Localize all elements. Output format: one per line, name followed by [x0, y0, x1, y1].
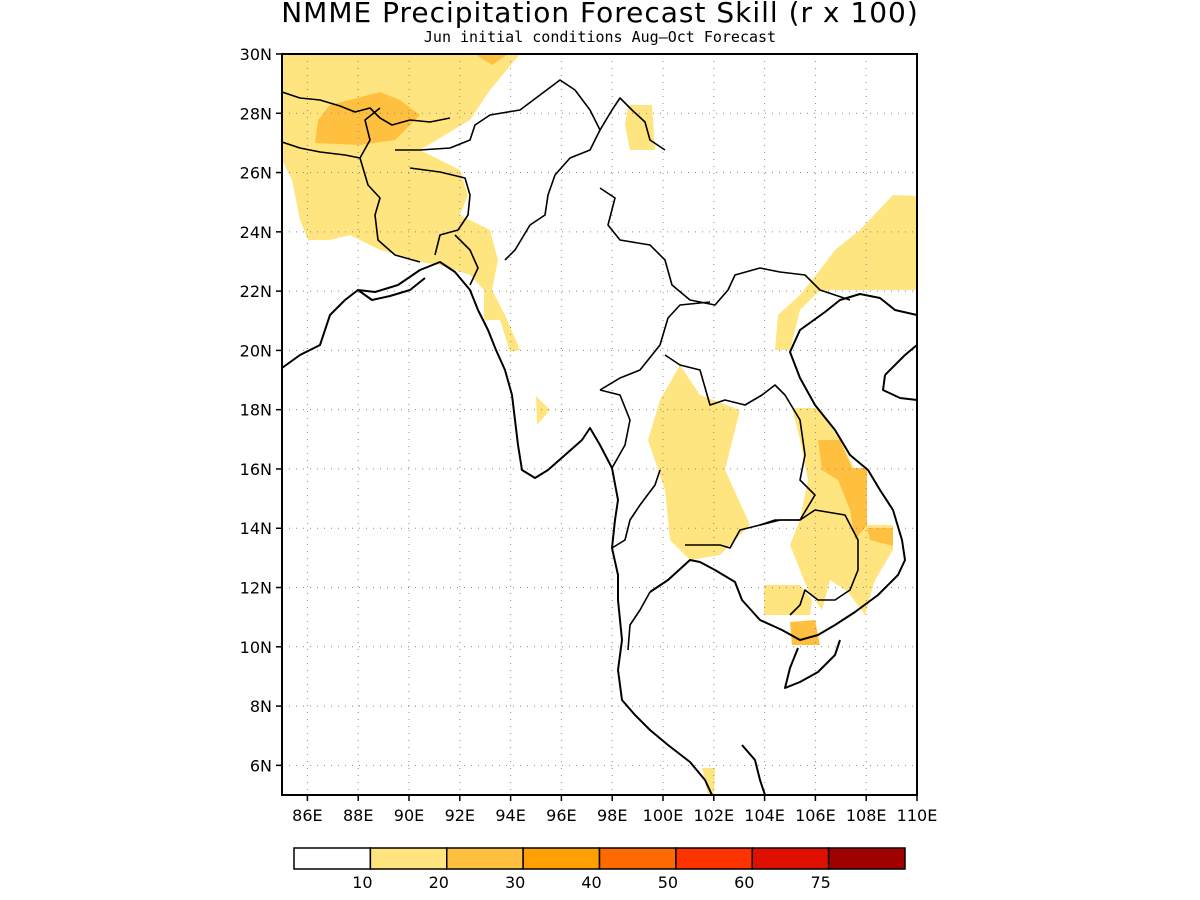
legend-label: 30 [505, 873, 525, 892]
legend-label: 20 [429, 873, 449, 892]
legend-swatch [293, 847, 372, 870]
lon-tick-label: 106E [795, 806, 836, 825]
lon-tick-label: 102E [693, 806, 734, 825]
lat-tick-label: 16N [240, 460, 272, 479]
legend-swatch [369, 847, 448, 870]
legend-swatch [675, 847, 753, 870]
legend-swatch [522, 847, 601, 870]
lat-tick-label: 18N [240, 401, 272, 420]
latitude-axis: 30N 28N 26N 24N 22N 20N 18N 16N 14N 12N 10N 8N 6N [240, 45, 282, 775]
skill-10-20-areas [282, 54, 917, 795]
lon-tick-label: 92E [445, 806, 475, 825]
lon-tick-label: 94E [495, 806, 525, 825]
lon-tick-label: 110E [897, 806, 938, 825]
legend-swatch [751, 847, 830, 870]
legend-swatch [446, 847, 524, 870]
lat-tick-label: 22N [240, 282, 272, 301]
lon-tick-label: 108E [846, 806, 887, 825]
lat-tick-label: 8N [250, 697, 272, 716]
legend-label: 60 [734, 873, 754, 892]
country-borders [282, 79, 859, 651]
lat-tick-label: 26N [240, 164, 272, 183]
legend-label: 75 [810, 873, 830, 892]
lat-tick-label: 24N [240, 223, 272, 242]
map-frame [281, 53, 918, 796]
lon-tick-label: 98E [597, 806, 627, 825]
lon-tick-label: 96E [546, 806, 576, 825]
lat-tick-label: 20N [240, 341, 272, 360]
lat-tick-label: 6N [250, 756, 272, 775]
coastlines [282, 261, 917, 795]
legend-swatch [598, 847, 677, 870]
legend-label: 50 [658, 873, 678, 892]
map-title: NMME Precipitation Forecast Skill (r x 1… [281, 0, 919, 29]
lon-tick-label: 104E [744, 806, 785, 825]
lon-tick-label: 100E [643, 806, 684, 825]
lon-tick-label: 88E [343, 806, 373, 825]
legend-label: 10 [352, 873, 372, 892]
lat-tick-label: 30N [240, 45, 272, 64]
lat-tick-label: 12N [240, 579, 272, 598]
skill-shading [282, 54, 917, 795]
gridlines [282, 54, 917, 795]
legend-swatch [827, 847, 906, 870]
legend-label: 40 [581, 873, 601, 892]
color-legend: 10 20 30 40 50 60 75 [293, 847, 906, 892]
lon-tick-label: 86E [292, 806, 322, 825]
lat-tick-label: 14N [240, 519, 272, 538]
map-subtitle: Jun initial conditions Aug–Oct Forecast [423, 28, 777, 46]
lon-tick-label: 90E [394, 806, 424, 825]
lat-tick-label: 10N [240, 638, 272, 657]
longitude-axis: 86E 88E 90E 92E 94E 96E 98E 100E 102E 104E 106E 108… [292, 795, 937, 825]
lat-tick-label: 28N [240, 104, 272, 123]
